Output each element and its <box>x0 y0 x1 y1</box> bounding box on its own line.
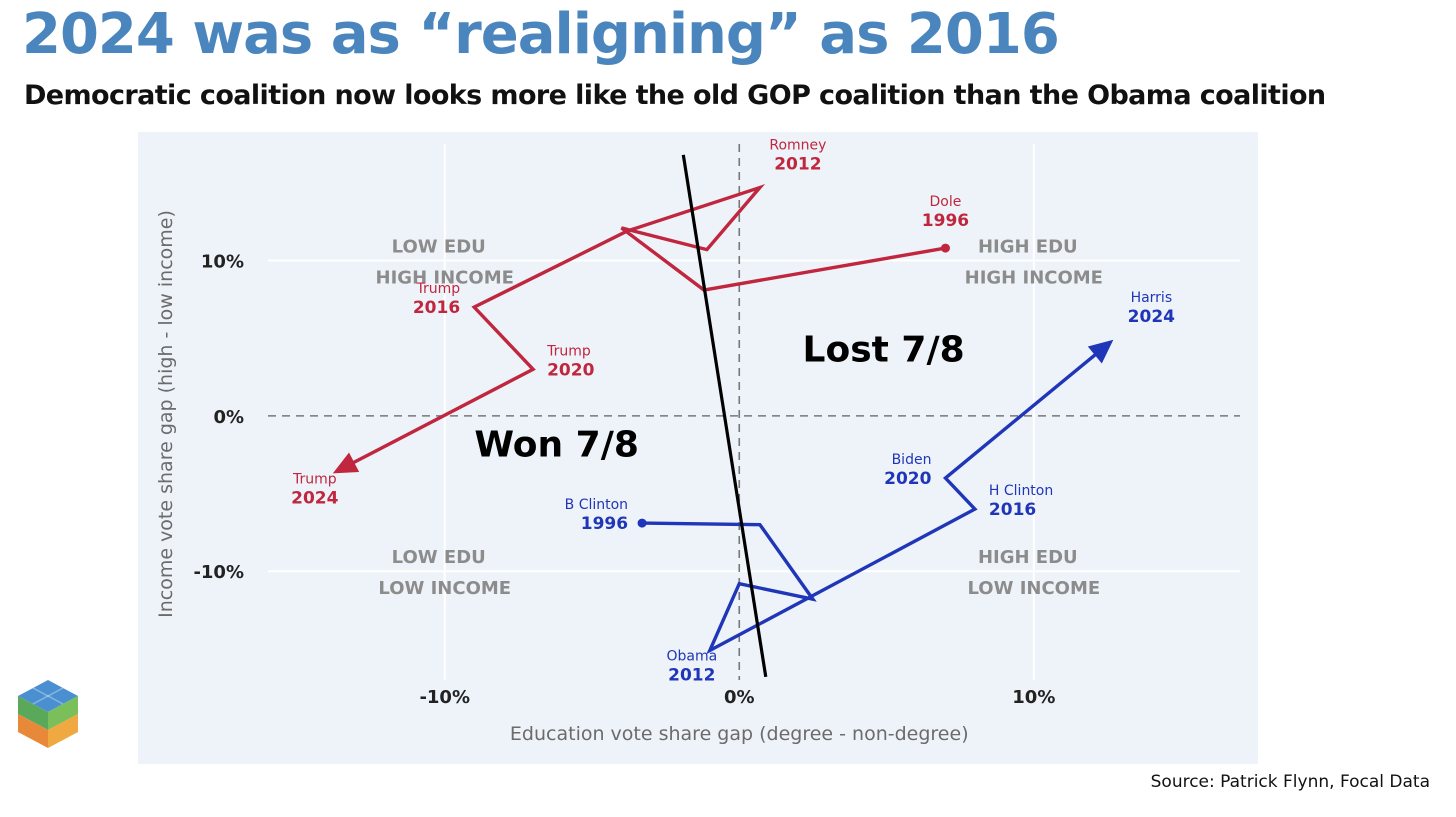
point-label-name: H Clinton <box>989 483 1053 499</box>
quadrant-label: HIGH EDU <box>978 547 1078 568</box>
point-label-name: Biden <box>892 452 932 468</box>
republican-start-point <box>940 243 950 253</box>
annotation-label: Lost 7/8 <box>803 330 965 371</box>
republican-trajectory-line <box>352 183 948 465</box>
point-label-name: Obama <box>666 648 717 664</box>
page-subtitle: Democratic coalition now looks more like… <box>24 80 1326 111</box>
point-label-name: Dole <box>930 194 962 210</box>
divider-line <box>681 154 768 678</box>
point-label-year: 2020 <box>547 360 594 380</box>
point-label-year: 2012 <box>668 665 715 685</box>
democrat-trajectory-line <box>640 353 1097 655</box>
quadrant-label: HIGH EDU <box>978 237 1078 258</box>
point-label-name: Romney <box>769 138 826 154</box>
point-label-name: B Clinton <box>565 497 628 513</box>
page-title: 2024 was as “realigning” as 2016 <box>22 2 1060 67</box>
y-axis-title: Income vote share gap (high - low income… <box>155 210 177 618</box>
x-tick-label: -10% <box>419 687 470 708</box>
democrat-arrowhead <box>1087 339 1114 364</box>
quadrant-label: LOW INCOME <box>378 578 511 599</box>
coalition-chart: -10% 0% 10% 10% 0% -10% Education vote share g… <box>155 138 1240 745</box>
point-label-year: 2016 <box>989 500 1036 520</box>
x-axis-title: Education vote share gap (degree - non-d… <box>510 723 969 745</box>
point-label-year: 2024 <box>1128 307 1175 327</box>
quadrant-label: LOW EDU <box>392 547 486 568</box>
y-tick-label: -10% <box>193 562 244 583</box>
point-label-year: 2024 <box>291 488 338 508</box>
point-label-name: Trump <box>416 281 461 297</box>
point-label-name: Trump <box>292 471 337 487</box>
point-label-year: 1996 <box>581 514 628 534</box>
point-label-name: Trump <box>546 343 591 359</box>
point-label-year: 2016 <box>413 298 460 318</box>
y-tick-label: 10% <box>201 252 244 273</box>
republican-arrowhead <box>332 452 360 474</box>
source-note: Source: Patrick Flynn, Focal Data <box>1150 772 1430 792</box>
annotation-label: Won 7/8 <box>474 424 639 465</box>
point-label-name: Harris <box>1131 290 1173 306</box>
y-tick-label: 0% <box>213 407 244 428</box>
point-label-year: 2012 <box>774 155 821 175</box>
quadrant-label: HIGH INCOME <box>965 268 1103 289</box>
x-tick-label: 10% <box>1012 687 1055 708</box>
cube-logo-icon <box>16 678 80 754</box>
point-label-year: 1996 <box>922 211 969 231</box>
chart-panel: -10% 0% 10% 10% 0% -10% Education vote share g… <box>138 132 1258 764</box>
quadrant-label: LOW INCOME <box>967 578 1100 599</box>
quadrant-label: LOW EDU <box>392 237 486 258</box>
democrat-start-point <box>637 518 647 528</box>
x-tick-label: 0% <box>724 687 755 708</box>
point-label-year: 2020 <box>884 469 931 489</box>
quadrant-label: HIGH INCOME <box>376 268 514 289</box>
